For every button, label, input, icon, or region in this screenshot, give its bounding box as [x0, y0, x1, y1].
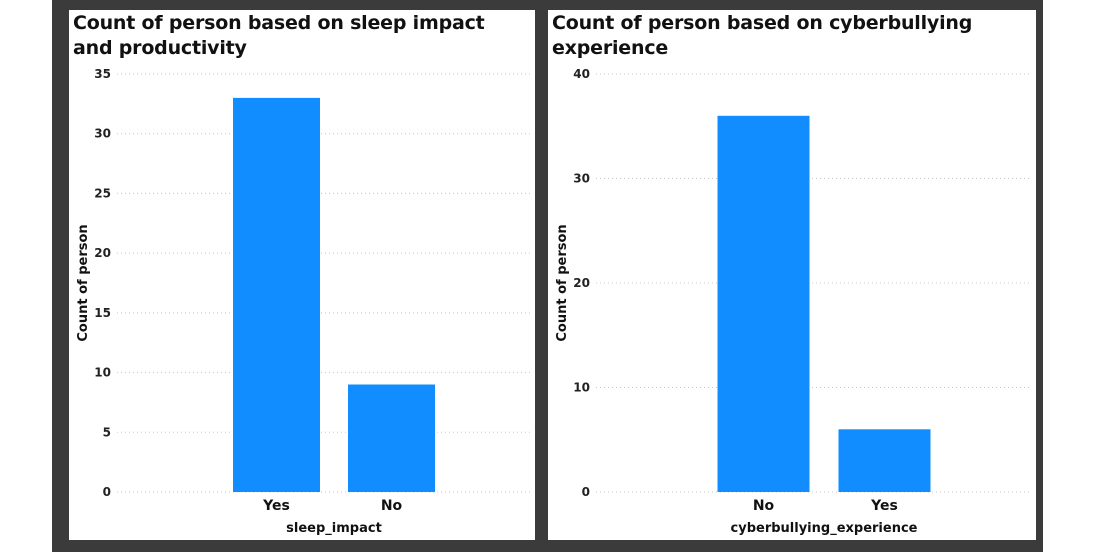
chart-panel-cyberbullying[interactable]: Count of person based on cyberbullying e…	[548, 10, 1036, 540]
y-tick-label: 25	[94, 186, 111, 200]
y-tick-label: 20	[94, 246, 111, 260]
bar-chart-cyberbullying[interactable]: 0 10 20 30 40 No Yes cyberbullying_experience Co…	[548, 10, 1036, 540]
x-category-label: No	[381, 498, 403, 514]
y-tick-label: 30	[94, 127, 111, 141]
y-tick-label: 0	[582, 485, 590, 499]
y-tick-label: 30	[573, 172, 590, 186]
y-tick-label: 10	[573, 381, 590, 395]
chart-panel-sleep-impact[interactable]: Count of person based on sleep impact an…	[69, 10, 535, 540]
bar-chart-sleep-impact[interactable]: 0 5 10 15 20 25 30 35 Yes No sleep_impact Count of …	[69, 10, 535, 540]
bar-no[interactable]	[717, 115, 810, 493]
bar-yes[interactable]	[233, 97, 320, 492]
x-axis-title: cyberbullying_experience	[731, 521, 918, 536]
x-category-label: No	[753, 498, 775, 514]
x-category-label: Yes	[262, 498, 290, 514]
bar-no[interactable]	[348, 384, 435, 492]
y-tick-label: 5	[103, 425, 111, 439]
y-tick-label: 15	[94, 306, 111, 320]
y-axis-title: Count of person	[555, 224, 570, 341]
x-category-label: Yes	[870, 498, 898, 514]
y-tick-label: 10	[94, 366, 111, 380]
y-tick-label: 40	[573, 67, 590, 81]
y-tick-label: 0	[103, 485, 111, 499]
x-axis-title: sleep_impact	[286, 521, 382, 536]
chart-title: Count of person based on sleep impact an…	[73, 12, 485, 59]
bar-yes[interactable]	[838, 429, 931, 492]
y-axis-title: Count of person	[76, 224, 91, 341]
y-tick-label: 20	[573, 276, 590, 290]
y-tick-label: 35	[94, 67, 111, 81]
chart-title: Count of person based on cyberbullying e…	[552, 12, 973, 59]
